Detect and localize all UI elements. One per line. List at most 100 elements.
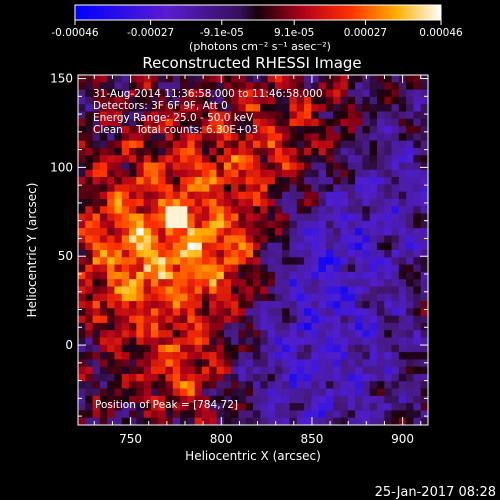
- heatmap-cell: [347, 373, 356, 382]
- heatmap-cell: [150, 242, 159, 251]
- heatmap-cell: [187, 184, 195, 192]
- heatmap-cell: [260, 177, 268, 185]
- heatmap-cell: [150, 388, 159, 397]
- heatmap-cell: [150, 206, 159, 214]
- heatmap-cell: [238, 279, 247, 287]
- heatmap-cell: [129, 359, 137, 367]
- heatmap-cell: [347, 388, 356, 397]
- heatmap-cell: [158, 162, 166, 171]
- heatmap-cell: [289, 140, 298, 149]
- heatmap-cell: [223, 279, 232, 287]
- heatmap-cell: [158, 308, 166, 316]
- heatmap-cell: [209, 395, 217, 404]
- heatmap-cell: [355, 75, 363, 83]
- heatmap-cell: [267, 373, 276, 382]
- heatmap-cell: [398, 184, 407, 192]
- heatmap-cell: [238, 177, 247, 185]
- heatmap-cell: [391, 191, 400, 200]
- heatmap-cell: [282, 264, 290, 273]
- heatmap-cell: [245, 264, 254, 273]
- heatmap-cell: [216, 293, 225, 302]
- heatmap-cell: [253, 213, 261, 222]
- heatmap-cell: [150, 133, 159, 141]
- heatmap-cell: [274, 403, 283, 411]
- heatmap-cell: [347, 410, 356, 419]
- heatmap-cell: [99, 410, 108, 419]
- heatmap-cell: [325, 184, 334, 192]
- heatmap-cell: [187, 228, 195, 236]
- heatmap-cell: [376, 315, 385, 324]
- heatmap-cell: [201, 89, 210, 98]
- heatmap-cell: [369, 301, 378, 309]
- heatmap-cell: [180, 293, 188, 302]
- heatmap-cell: [107, 403, 115, 411]
- heatmap-cell: [194, 133, 203, 141]
- heatmap-cell: [85, 126, 93, 134]
- heatmap-cell: [129, 89, 137, 98]
- heatmap-cell: [180, 126, 188, 134]
- heatmap-cell: [318, 206, 327, 214]
- heatmap-cell: [180, 235, 188, 244]
- heatmap-cell: [398, 96, 407, 105]
- heatmap-cell: [201, 381, 210, 389]
- heatmap-cell: [136, 220, 144, 229]
- heatmap-cell: [85, 169, 93, 178]
- heatmap-cell: [172, 177, 181, 185]
- heatmap-cell: [194, 286, 203, 295]
- heatmap-cell: [107, 257, 115, 265]
- heatmap-cell: [304, 140, 312, 149]
- heatmap-cell: [209, 373, 217, 382]
- heatmap-cell: [165, 162, 174, 171]
- heatmap-cell: [406, 191, 414, 200]
- heatmap-cell: [121, 301, 130, 309]
- heatmap-cell: [340, 111, 349, 120]
- heatmap-cell: [107, 308, 115, 316]
- heatmap-cell: [253, 162, 261, 171]
- heatmap-cell: [318, 417, 327, 425]
- heatmap-cell: [114, 96, 123, 105]
- heatmap-cell: [180, 82, 188, 90]
- heatmap-cell: [172, 301, 181, 309]
- heatmap-cell: [384, 111, 392, 120]
- heatmap-cell: [376, 301, 385, 309]
- heatmap-cell: [304, 388, 312, 397]
- heatmap-cell: [172, 308, 181, 316]
- heatmap-cell: [362, 271, 370, 280]
- heatmap-cell: [413, 344, 422, 353]
- heatmap-cell: [304, 82, 312, 90]
- heatmap-cell: [223, 286, 232, 295]
- heatmap-cell: [99, 104, 108, 112]
- heatmap-cell: [114, 279, 123, 287]
- heatmap-cell: [289, 177, 298, 185]
- heatmap-cell: [340, 118, 349, 127]
- heatmap-cell: [245, 250, 254, 258]
- heatmap-cell: [136, 388, 144, 397]
- heatmap-cell: [187, 395, 195, 404]
- heatmap-cell: [333, 381, 341, 389]
- heatmap-cell: [340, 140, 349, 149]
- heatmap-cell: [172, 96, 181, 105]
- heatmap-cell: [282, 126, 290, 134]
- heatmap-cell: [413, 337, 422, 346]
- heatmap-cell: [201, 279, 210, 287]
- heatmap-cell: [201, 133, 210, 141]
- heatmap-cell: [158, 184, 166, 192]
- heatmap-cell: [231, 118, 239, 127]
- heatmap-cell: [325, 191, 334, 200]
- heatmap-cell: [413, 395, 422, 404]
- heatmap-cell: [340, 410, 349, 419]
- heatmap-cell: [158, 271, 166, 280]
- heatmap-cell: [121, 191, 130, 200]
- heatmap-cell: [150, 89, 159, 98]
- heatmap-cell: [369, 198, 378, 207]
- heatmap-cell: [420, 184, 428, 192]
- heatmap-cell: [209, 381, 217, 389]
- heatmap-cell: [318, 89, 327, 98]
- heatmap-cell: [216, 213, 225, 222]
- heatmap-cell: [420, 403, 428, 411]
- heatmap-cell: [231, 330, 239, 338]
- heatmap-cell: [347, 330, 356, 338]
- heatmap-cell: [165, 366, 174, 375]
- heatmap-cell: [267, 126, 276, 134]
- heatmap-cell: [78, 228, 86, 236]
